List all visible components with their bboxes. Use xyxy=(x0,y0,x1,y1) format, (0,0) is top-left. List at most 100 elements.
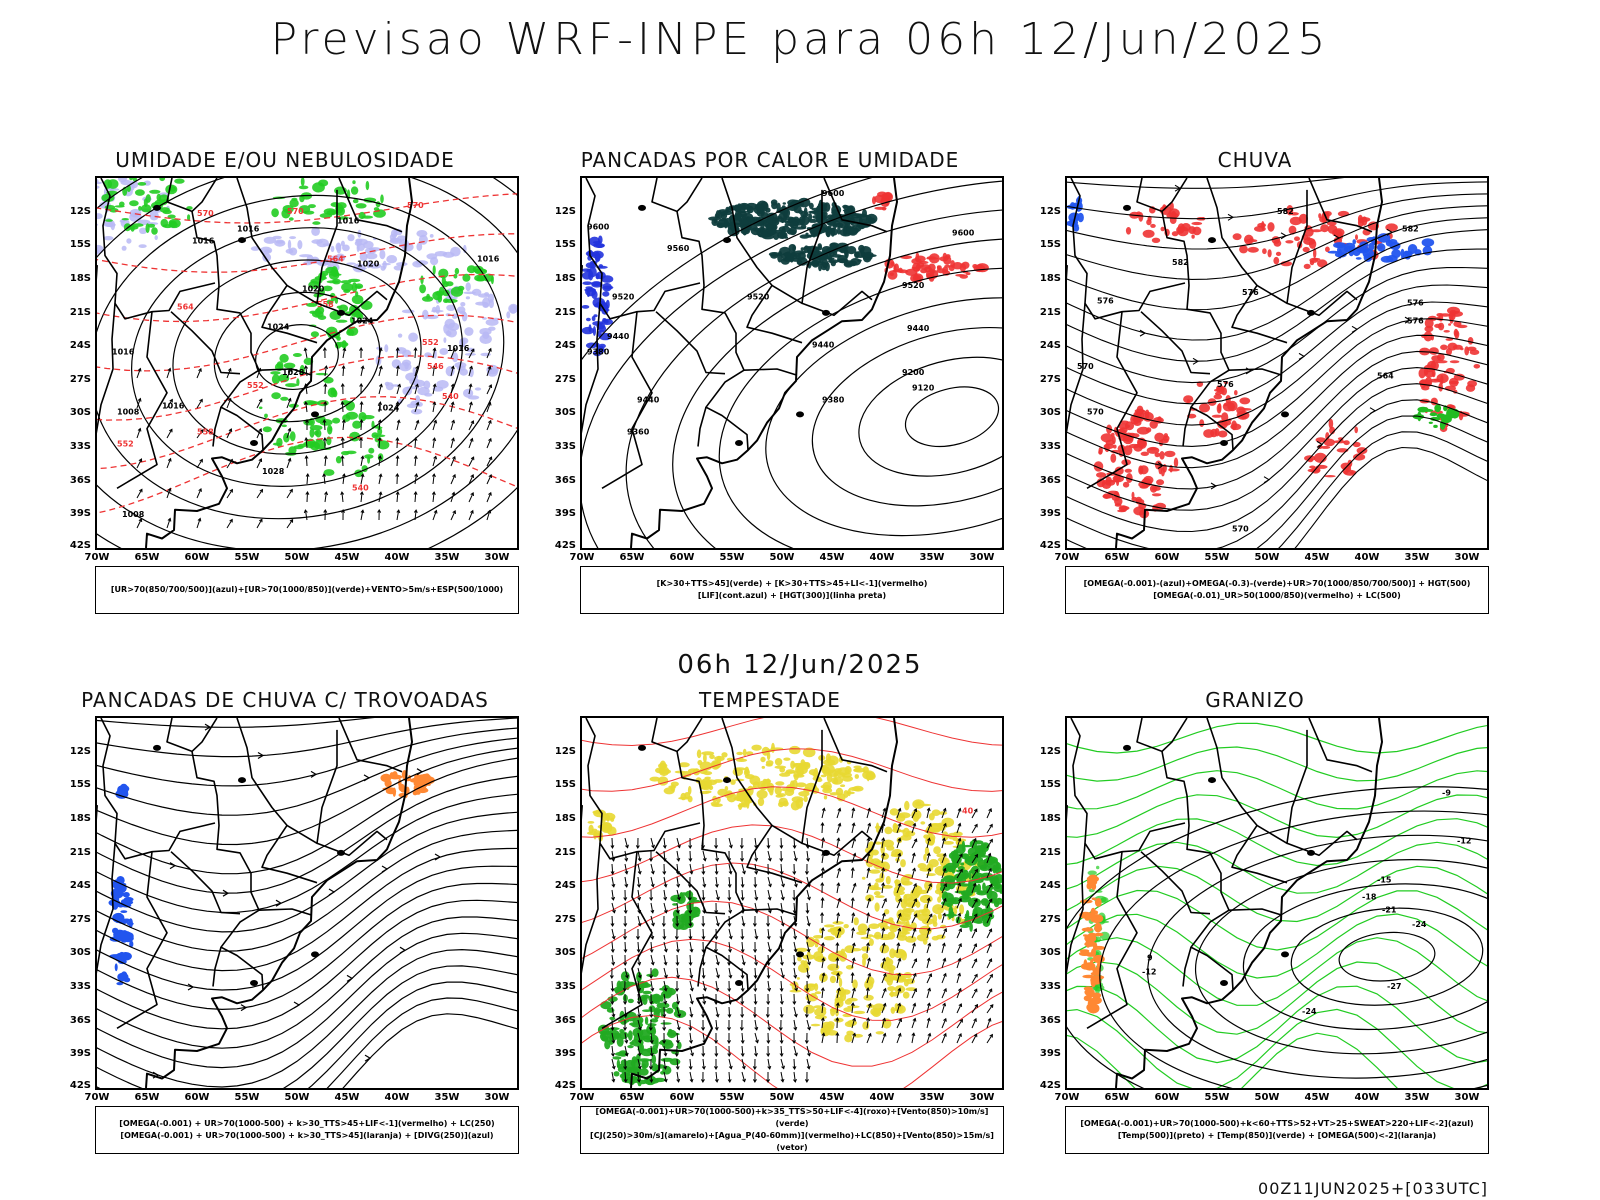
run-timestamp: 00Z11JUN2025+[033UTC] xyxy=(1258,1179,1488,1198)
contour-label: 540 xyxy=(442,392,459,401)
lat-tick-label: 33S xyxy=(69,981,91,993)
lon-tick-label: 30W xyxy=(1454,1092,1480,1103)
lat-tick-label: 39S xyxy=(1039,1048,1061,1060)
lat-tick-label: 39S xyxy=(554,508,576,520)
contour-label: 570 xyxy=(1232,524,1249,533)
lon-tick-label: 70W xyxy=(84,552,110,563)
map-svg: 1016 1016 1016 1016 1020 1020 1024 1024 1016 1028… xyxy=(97,178,517,548)
panel-chuva: CHUVA 12S 15S 18S 21S 24S 27S 30S 33S 36S 39S 42S 70… xyxy=(1035,148,1489,628)
lon-tick-label: 45W xyxy=(1304,552,1330,563)
lat-tick-label: 27S xyxy=(554,373,576,385)
legend-line: [CJ(250)>30m/s](amarelo)+[Agua_P(40-60mm… xyxy=(590,1131,994,1152)
lon-tick-label: 45W xyxy=(334,1092,360,1103)
panel-title: PANCADAS POR CALOR E UMIDADE xyxy=(580,148,960,172)
lat-tick-label: 18S xyxy=(69,812,91,824)
lon-tick-label: 55W xyxy=(719,1092,745,1103)
lat-tick-label: 18S xyxy=(554,812,576,824)
lat-tick-label: 39S xyxy=(69,508,91,520)
contour-label: 9440 xyxy=(607,332,630,341)
lon-tick-label: 30W xyxy=(484,552,510,563)
lat-tick-label: 15S xyxy=(554,239,576,251)
lat-tick-label: 27S xyxy=(554,913,576,925)
lat-tick-label: 36S xyxy=(1039,474,1061,486)
map-area: 1016 1016 1016 1016 1020 1020 1024 1024 1016 1028… xyxy=(95,176,519,550)
legend-line: [OMEGA(-0.001) + UR>70(1000-500) + k>30_… xyxy=(120,1131,494,1140)
lat-tick-label: 42S xyxy=(69,1080,91,1091)
lon-tick-label: 65W xyxy=(1104,552,1130,563)
contour-label: -18 xyxy=(1362,892,1377,901)
contour-label: 9360 xyxy=(627,428,650,437)
lon-tick-label: 60W xyxy=(669,552,695,563)
lon-tick-label: 60W xyxy=(1154,552,1180,563)
map-svg: 9600 9600 9600 9560 9520 9520 9520 9440 9440 9440… xyxy=(582,178,1002,548)
panel-legend: [OMEGA(-0.001)-(azul)+OMEGA(-0.3)-(verde… xyxy=(1065,566,1489,614)
legend-line: [OMEGA(-0.01)_UR>50(1000/850)(vermelho) … xyxy=(1153,591,1401,600)
contour-label: 9440 xyxy=(907,324,930,333)
contour-label: 558 xyxy=(197,428,214,437)
lon-tick-label: 60W xyxy=(669,1092,695,1103)
lat-tick-label: 18S xyxy=(69,272,91,284)
contour-label: 1008 xyxy=(122,510,145,519)
lon-tick-label: 65W xyxy=(1104,1092,1130,1103)
lon-tick-label: 65W xyxy=(619,1092,645,1103)
lat-tick-label: 15S xyxy=(69,239,91,251)
lon-tick-label: 70W xyxy=(569,552,595,563)
panel-legend: [UR>70(850/700/500)](azul)+[UR>70(1000/8… xyxy=(95,566,519,614)
lon-tick-label: 50W xyxy=(284,552,310,563)
contour-label: 546 xyxy=(427,362,444,371)
lon-tick-label: 65W xyxy=(134,552,160,563)
lat-tick-label: 30S xyxy=(1039,407,1061,419)
contour-label: 1016 xyxy=(112,348,135,357)
contour-label: 570 xyxy=(287,207,304,216)
lon-tick-label: 55W xyxy=(234,552,260,563)
lat-tick-label: 30S xyxy=(554,947,576,959)
lat-tick-label: 39S xyxy=(69,1048,91,1060)
contour-label: 552 xyxy=(422,338,439,347)
map-area: 9600 9600 9600 9560 9520 9520 9520 9440 9440 9440… xyxy=(580,176,1004,550)
contour-label: 1016 xyxy=(237,225,260,234)
lon-tick-label: 35W xyxy=(919,552,945,563)
lon-tick-label: 60W xyxy=(184,1092,210,1103)
lon-tick-label: 70W xyxy=(1054,1092,1080,1103)
lon-tick-label: 70W xyxy=(84,1092,110,1103)
lat-tick-label: 27S xyxy=(69,913,91,925)
contour-label: 1020 xyxy=(302,284,325,293)
contour-label: 1024 xyxy=(267,323,290,332)
lon-tick-label: 55W xyxy=(234,1092,260,1103)
lat-tick-label: 42S xyxy=(69,540,91,551)
lat-tick-label: 36S xyxy=(1039,1014,1061,1026)
map-area: 40 xyxy=(580,716,1004,1090)
map-area: -9 -12 -15 -18 -21 -24 -27 -24 -12 9 xyxy=(1065,716,1489,1090)
contour-label: 9520 xyxy=(902,281,925,290)
legend-line: [UR>70(850/700/500)](azul)+[UR>70(1000/8… xyxy=(110,585,504,594)
contour-label: 582 xyxy=(1402,225,1419,234)
panel-title: CHUVA xyxy=(1217,148,1293,172)
lat-tick-label: 33S xyxy=(1039,441,1061,453)
lon-tick-label: 55W xyxy=(719,552,745,563)
lat-tick-label: 27S xyxy=(1039,913,1061,925)
lon-tick-label: 35W xyxy=(434,1092,460,1103)
lat-tick-label: 36S xyxy=(554,1014,576,1026)
contour-label: 9520 xyxy=(612,293,635,302)
contour-label: 576 xyxy=(1242,288,1259,297)
contour-label: 9600 xyxy=(952,228,975,237)
lat-tick-label: 39S xyxy=(1039,508,1061,520)
lon-tick-label: 35W xyxy=(919,1092,945,1103)
lon-tick-label: 60W xyxy=(1154,1092,1180,1103)
lat-tick-label: 24S xyxy=(69,340,91,352)
lat-tick-label: 30S xyxy=(1039,947,1061,959)
legend-line: [LIF](cont.azul) + [HGT(300)](linha pret… xyxy=(697,591,887,600)
panel-title: TEMPESTADE xyxy=(699,688,841,712)
contour-label: -21 xyxy=(1382,906,1397,915)
lon-tick-label: 45W xyxy=(819,1092,845,1103)
lon-tick-label: 40W xyxy=(869,552,895,563)
contour-label: 570 xyxy=(1087,407,1104,416)
lon-tick-label: 40W xyxy=(1354,552,1380,563)
legend-line: [Temp(500)](preto) + [Temp(850)](verde) … xyxy=(1117,1131,1437,1140)
contour-label: 9560 xyxy=(667,244,690,253)
lat-tick-label: 15S xyxy=(1039,239,1061,251)
contour-label: -27 xyxy=(1387,982,1401,991)
map-area xyxy=(95,716,519,1090)
lon-tick-label: 70W xyxy=(569,1092,595,1103)
contour-label: 1028 xyxy=(262,467,285,476)
